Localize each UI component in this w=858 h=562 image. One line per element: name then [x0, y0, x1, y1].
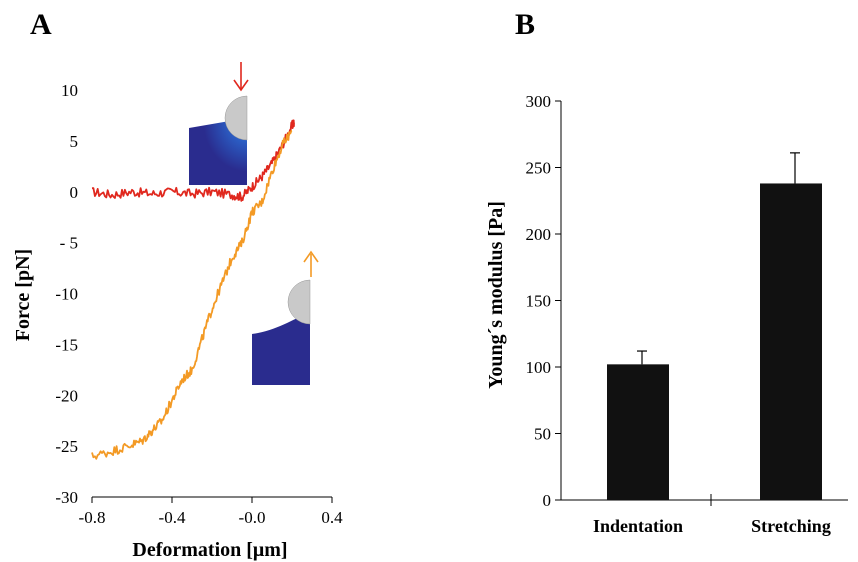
inset-substrate-2	[252, 312, 310, 385]
y-axis-ticks-a: 10 5 0 - 5 -10 -15 -20 -25 -30	[55, 81, 78, 507]
y-tick-label-b: 50	[534, 425, 551, 444]
x-axis-title-a: Deformation [μm]	[132, 539, 287, 561]
y-tick-label-a: -20	[55, 386, 78, 405]
up-arrow-icon	[303, 250, 319, 263]
y-tick-label-b: 250	[526, 159, 552, 178]
y-tick-label-b: 150	[526, 292, 552, 311]
down-arrow-icon	[233, 79, 249, 92]
y-tick-label-a: -15	[55, 335, 78, 354]
y-tick-label-a: -25	[55, 437, 78, 456]
y-axis-title-a: Force [pN]	[12, 249, 34, 341]
bar-stretching	[760, 183, 822, 500]
x-tick-label-a: -0.8	[79, 508, 106, 527]
x-tick-label-a: -0.0	[239, 508, 266, 527]
bar-indentation	[607, 364, 669, 500]
indenter-sphere	[224, 95, 248, 141]
category-label: Stretching	[751, 516, 831, 536]
bars-group-b: Indentation Stretching	[593, 152, 831, 536]
y-tick-label-b: 0	[543, 491, 552, 510]
y-tick-label-b: 100	[526, 358, 552, 377]
x-tick-label-a: -0.4	[159, 508, 186, 527]
indenter-sphere-2	[287, 279, 311, 325]
series-line-down	[91, 119, 295, 202]
y-tick-label-a: 0	[70, 183, 79, 202]
series-line-up	[91, 129, 293, 460]
chart-b: 0 50 100 150 200 250 300 Indentation Stretching…	[485, 92, 848, 536]
chart-a: 10 5 0 - 5 -10 -15 -20 -25 -30 -0.8 -0.4 -0.0 0.4	[12, 62, 343, 561]
y-tick-label-b: 200	[526, 225, 552, 244]
y-axis-ticks-b: 0 50 100 150 200 250 300	[526, 92, 561, 510]
y-tick-label-a: - 5	[60, 234, 78, 253]
category-label: Indentation	[593, 516, 683, 536]
y-axis-title-b: Young´s modulus [Pa]	[485, 201, 507, 389]
y-tick-label-a: -30	[55, 488, 78, 507]
panel-letter-b: B	[515, 8, 535, 41]
y-tick-label-a: 5	[70, 132, 79, 151]
y-tick-label-a: 10	[61, 81, 78, 100]
y-tick-label-a: -10	[55, 285, 78, 304]
series-group-a	[91, 119, 295, 460]
x-tick-label-a: 0.4	[321, 508, 343, 527]
x-axis-ticks-a: -0.8 -0.4 -0.0 0.4	[79, 497, 343, 527]
y-tick-label-b: 300	[526, 92, 552, 111]
retract-inset	[252, 250, 319, 385]
panel-letter-a: A	[30, 8, 52, 41]
approach-inset	[189, 62, 249, 185]
